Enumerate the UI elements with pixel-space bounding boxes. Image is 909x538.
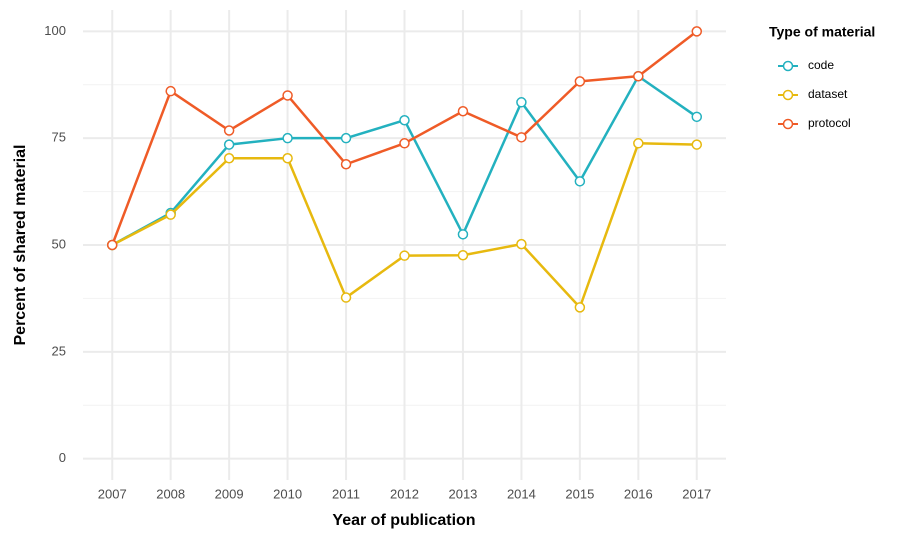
y-axis-title: Percent of shared material — [12, 145, 29, 346]
x-tick-label: 2009 — [215, 486, 244, 501]
data-point — [282, 132, 293, 144]
data-point — [457, 250, 469, 261]
grid — [83, 10, 726, 480]
x-tick-label: 2015 — [565, 486, 594, 501]
data-point — [223, 139, 235, 150]
data-point — [223, 125, 235, 136]
legend-label: code — [808, 58, 834, 72]
data-point — [691, 26, 703, 37]
data-point — [516, 97, 527, 108]
y-tick-label: 50 — [52, 236, 66, 251]
data-point — [399, 250, 410, 261]
data-point — [282, 153, 293, 164]
data-point — [574, 76, 586, 87]
y-tick-label: 0 — [59, 450, 66, 465]
x-tick-label: 2017 — [682, 486, 711, 501]
data-point — [340, 292, 352, 303]
data-point — [340, 158, 352, 170]
legend-title: Type of material — [769, 24, 875, 40]
data-point — [223, 153, 235, 164]
data-point — [340, 132, 352, 144]
data-point — [165, 85, 176, 97]
x-tick-label: 2011 — [332, 486, 360, 501]
data-point — [165, 209, 176, 220]
data-point — [574, 176, 586, 187]
legend-swatch-point — [782, 60, 794, 72]
x-tick-label: 2014 — [507, 486, 536, 501]
x-tick-label: 2007 — [98, 486, 127, 501]
data-point — [457, 106, 469, 117]
y-tick-label: 75 — [52, 130, 66, 145]
legend-swatch-point — [782, 89, 794, 101]
data-point — [106, 239, 118, 251]
data-point — [574, 302, 586, 313]
x-tick-label: 2016 — [624, 486, 653, 501]
y-tick-label: 25 — [52, 343, 66, 358]
data-point — [457, 229, 469, 240]
data-point — [516, 132, 527, 143]
data-point — [399, 138, 410, 149]
y-tick-label: 100 — [44, 23, 66, 38]
x-axis-title: Year of publication — [332, 512, 475, 529]
data-point — [633, 138, 644, 149]
legend-label: protocol — [808, 116, 851, 130]
x-tick-label: 2012 — [390, 486, 419, 501]
data-point — [282, 90, 293, 101]
legend-label: dataset — [808, 87, 848, 101]
data-point — [691, 139, 703, 150]
legend-swatch-point — [782, 118, 794, 130]
x-tick-label: 2008 — [156, 486, 185, 501]
plot — [106, 26, 703, 313]
data-point — [691, 111, 703, 123]
x-tick-label: 2013 — [448, 486, 477, 501]
data-point — [399, 114, 410, 126]
data-point — [516, 238, 527, 250]
x-tick-label: 2010 — [273, 486, 302, 501]
data-point — [633, 70, 644, 82]
